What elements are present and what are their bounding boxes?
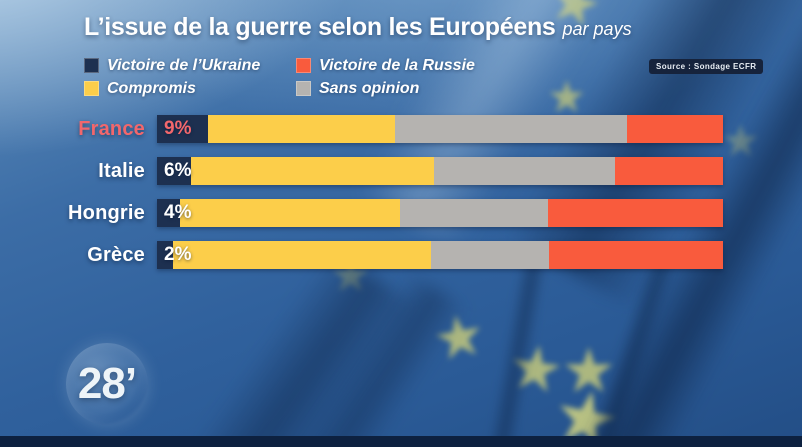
bar-segment-4 — [626, 115, 723, 143]
country-label: Italie — [98, 159, 145, 182]
country-label: Hongrie — [68, 201, 145, 224]
legend-label: Sans opinion — [319, 79, 420, 97]
bar-segment-2 — [190, 157, 435, 185]
legend-swatch-icon — [84, 81, 99, 96]
show-logo-28: 28’ — [66, 343, 148, 425]
bar-segment-1 — [157, 157, 191, 185]
source-badge: Source : Sondage ECFR — [649, 59, 764, 74]
legend-swatch-icon — [84, 58, 99, 73]
show-logo-text: 28’ — [77, 359, 137, 408]
eu-star-icon: ★ — [547, 72, 587, 123]
bar-segment-1 — [157, 199, 180, 227]
value-label: 9% — [164, 118, 192, 139]
stacked-bar: 2% — [157, 241, 723, 269]
legend-item: Compromis — [84, 77, 296, 100]
page-title: L’issue de la guerre selon les Européens — [84, 13, 556, 41]
legend-item: Victoire de la Russie — [296, 54, 475, 77]
bar-segment-2 — [207, 115, 395, 143]
stacked-bar: 6% — [157, 157, 723, 185]
country-label: Grèce — [87, 243, 145, 266]
eu-star-icon: ★ — [503, 328, 569, 409]
bar-segment-1 — [157, 115, 208, 143]
bar-segment-3 — [431, 241, 550, 269]
legend-label: Compromis — [107, 79, 196, 97]
bar-chart: France 9% Italie 6% Hongrie 4% Grèce 2% — [60, 115, 723, 283]
bar-segment-3 — [394, 115, 627, 143]
chart-row: Grèce 2% — [60, 241, 723, 269]
chart-row: Hongrie 4% — [60, 199, 723, 227]
legend-label: Victoire de la Russie — [319, 56, 475, 74]
country-label: France — [78, 117, 145, 140]
eu-star-icon: ★ — [721, 116, 761, 167]
value-label: 2% — [164, 244, 192, 265]
page-subtitle: par pays — [562, 19, 632, 39]
chart-header: L’issue de la guerre selon les Européens… — [84, 13, 632, 42]
eu-star-icon: ★ — [427, 299, 491, 375]
stacked-bar: 4% — [157, 199, 723, 227]
legend-swatch-icon — [296, 81, 311, 96]
legend-label: Victoire de l’Ukraine — [107, 56, 261, 74]
value-label: 4% — [164, 202, 192, 223]
bottom-strip — [0, 436, 802, 447]
flag-fold-shadow — [202, 271, 468, 447]
legend-item: Victoire de l’Ukraine — [84, 54, 296, 77]
bar-segment-4 — [547, 199, 723, 227]
bar-segment-2 — [179, 199, 401, 227]
bar-segment-1 — [157, 241, 173, 269]
bar-segment-3 — [400, 199, 548, 227]
bar-segment-4 — [549, 241, 723, 269]
legend-swatch-icon — [296, 58, 311, 73]
legend-item: Sans opinion — [296, 77, 475, 100]
bar-segment-2 — [173, 241, 432, 269]
value-label: 6% — [164, 160, 192, 181]
chart-row: Italie 6% — [60, 157, 723, 185]
chart-row: France 9% — [60, 115, 723, 143]
chart-legend: Victoire de l’Ukraine Victoire de la Russ… — [84, 54, 475, 100]
bar-segment-4 — [615, 157, 723, 185]
eu-star-icon: ★ — [561, 334, 617, 407]
stacked-bar: 9% — [157, 115, 723, 143]
bar-segment-3 — [434, 157, 616, 185]
